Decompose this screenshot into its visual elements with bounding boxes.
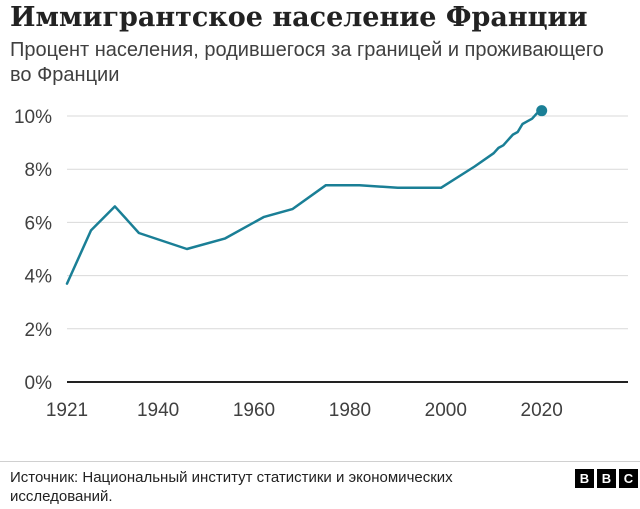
series-line bbox=[65, 109, 543, 285]
end-point-marker bbox=[536, 105, 548, 117]
bbc-logo: B B C bbox=[575, 469, 638, 488]
x-tick-label: 2020 bbox=[521, 400, 563, 421]
x-tick-label: 1921 bbox=[46, 400, 88, 421]
chart-title: Иммигрантское население Франции bbox=[10, 2, 588, 33]
x-tick-label: 1960 bbox=[233, 400, 275, 421]
bbc-logo-letter-b2: B bbox=[597, 469, 616, 488]
y-axis-tick-labels: 0% 2% 4% 6% 8% 10% bbox=[14, 107, 52, 394]
source-note: Источник: Национальный институт статисти… bbox=[10, 469, 453, 505]
y-tick-label: 8% bbox=[25, 160, 53, 181]
y-tick-label: 4% bbox=[25, 267, 53, 288]
y-tick-label: 2% bbox=[25, 320, 53, 341]
bbc-logo-letter-c: C bbox=[619, 469, 638, 488]
x-axis-tick-labels: 1921 1940 1960 1980 2000 2020 bbox=[46, 400, 563, 421]
y-tick-label: 6% bbox=[25, 213, 53, 234]
x-tick-label: 2000 bbox=[425, 400, 467, 421]
bbc-logo-letter-b1: B bbox=[575, 469, 594, 488]
series-layer bbox=[65, 105, 548, 285]
x-tick-label: 1980 bbox=[329, 400, 371, 421]
chart-subtitle: Процент населения, родившегося за границ… bbox=[10, 39, 604, 86]
line-chart: 0% 2% 4% 6% 8% 10% 1921 1940 1960 1980 2000 2020 bbox=[14, 105, 628, 421]
x-tick-label: 1940 bbox=[137, 400, 179, 421]
footer-divider bbox=[0, 461, 640, 462]
grid-lines bbox=[67, 115, 628, 330]
y-tick-label: 0% bbox=[25, 373, 53, 394]
y-tick-label: 10% bbox=[14, 107, 52, 128]
